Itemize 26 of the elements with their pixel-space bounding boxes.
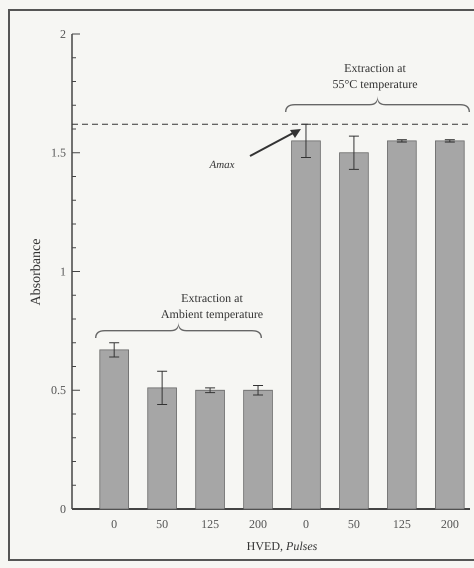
- bar: [339, 152, 369, 510]
- bar: [435, 140, 465, 510]
- bar: [291, 140, 321, 510]
- y-tick-label: 1: [60, 264, 66, 278]
- annotation: Extraction at Ambient temperature: [160, 291, 264, 321]
- x-tick-label: 200: [249, 517, 268, 531]
- y-tick-label: 2: [60, 26, 66, 41]
- bar: [147, 387, 177, 510]
- bar: [195, 390, 225, 510]
- annotation: Extraction at 55°C temperature: [332, 61, 418, 91]
- x-tick-label: 50: [348, 517, 360, 531]
- x-tick-label: 200: [440, 517, 459, 531]
- y-axis-title: Absorbance: [29, 238, 44, 306]
- x-axis-title: HVED, Pulses: [246, 539, 318, 553]
- x-tick-label: 50: [156, 517, 168, 531]
- annotation: Amax: [208, 159, 235, 171]
- x-tick-label: 125: [392, 517, 411, 531]
- x-tick-label: 0: [111, 517, 118, 531]
- y-tick-label: 0.5: [51, 383, 66, 398]
- x-tick-label: 125: [201, 517, 220, 531]
- bar: [99, 349, 129, 510]
- y-tick-label: 0: [60, 502, 66, 516]
- bar: [243, 390, 273, 510]
- bar: [387, 140, 417, 510]
- x-tick-label: 0: [302, 517, 309, 531]
- y-tick-label: 1.5: [51, 146, 66, 160]
